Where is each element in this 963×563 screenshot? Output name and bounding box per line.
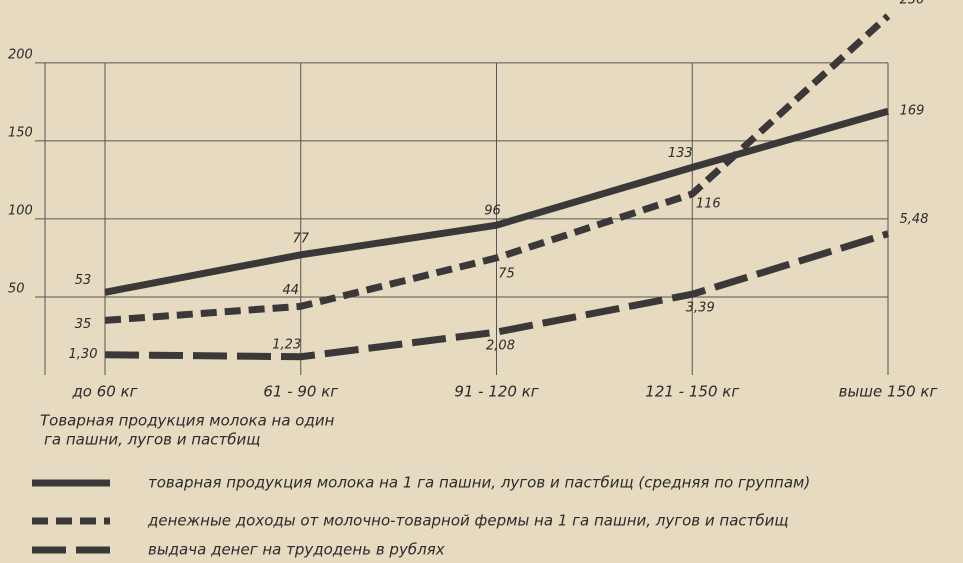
series-line	[104, 230, 890, 361]
data-label: 1,23	[272, 337, 301, 352]
data-label: 116	[696, 196, 721, 211]
series-line	[104, 107, 889, 296]
x-tick-label: выше 150 кг	[839, 383, 938, 401]
series-line	[104, 13, 891, 324]
x-axis-title: га пашни, лугов и пастбищ	[44, 431, 260, 449]
x-tick-label: 91 - 120 кг	[454, 383, 538, 401]
data-label: 44	[282, 283, 299, 298]
x-tick-label: до 60 кг	[71, 383, 137, 401]
y-tick-label: 50	[8, 281, 25, 296]
y-tick-label: 100	[8, 203, 33, 218]
data-label: 35	[75, 317, 92, 332]
data-label: 75	[498, 266, 515, 281]
legend-label: денежные доходы от молочно-товарной ферм…	[147, 512, 789, 530]
legend-label: товарная продукция молока на 1 га пашни,…	[148, 474, 810, 492]
data-label: 53	[75, 273, 92, 288]
x-tick-label: 121 - 150 кг	[645, 383, 739, 401]
data-label: 96	[484, 204, 501, 219]
legend-label: выдача денег на трудодень в рублях	[148, 541, 445, 559]
data-label: 1,30	[69, 347, 98, 362]
data-label: 230	[900, 0, 925, 8]
data-label: 3,39	[686, 301, 715, 316]
x-tick-label: 61 - 90 кг	[263, 383, 338, 401]
data-label: 77	[292, 231, 309, 246]
y-tick-label: 150	[8, 125, 33, 140]
y-tick-label: 200	[8, 47, 33, 62]
data-label: 169	[900, 104, 925, 119]
data-label: 5,48	[900, 212, 929, 227]
x-axis-title: Товарная продукция молока на один	[40, 412, 335, 430]
data-label: 133	[668, 146, 693, 161]
data-label: 2,08	[486, 339, 515, 354]
